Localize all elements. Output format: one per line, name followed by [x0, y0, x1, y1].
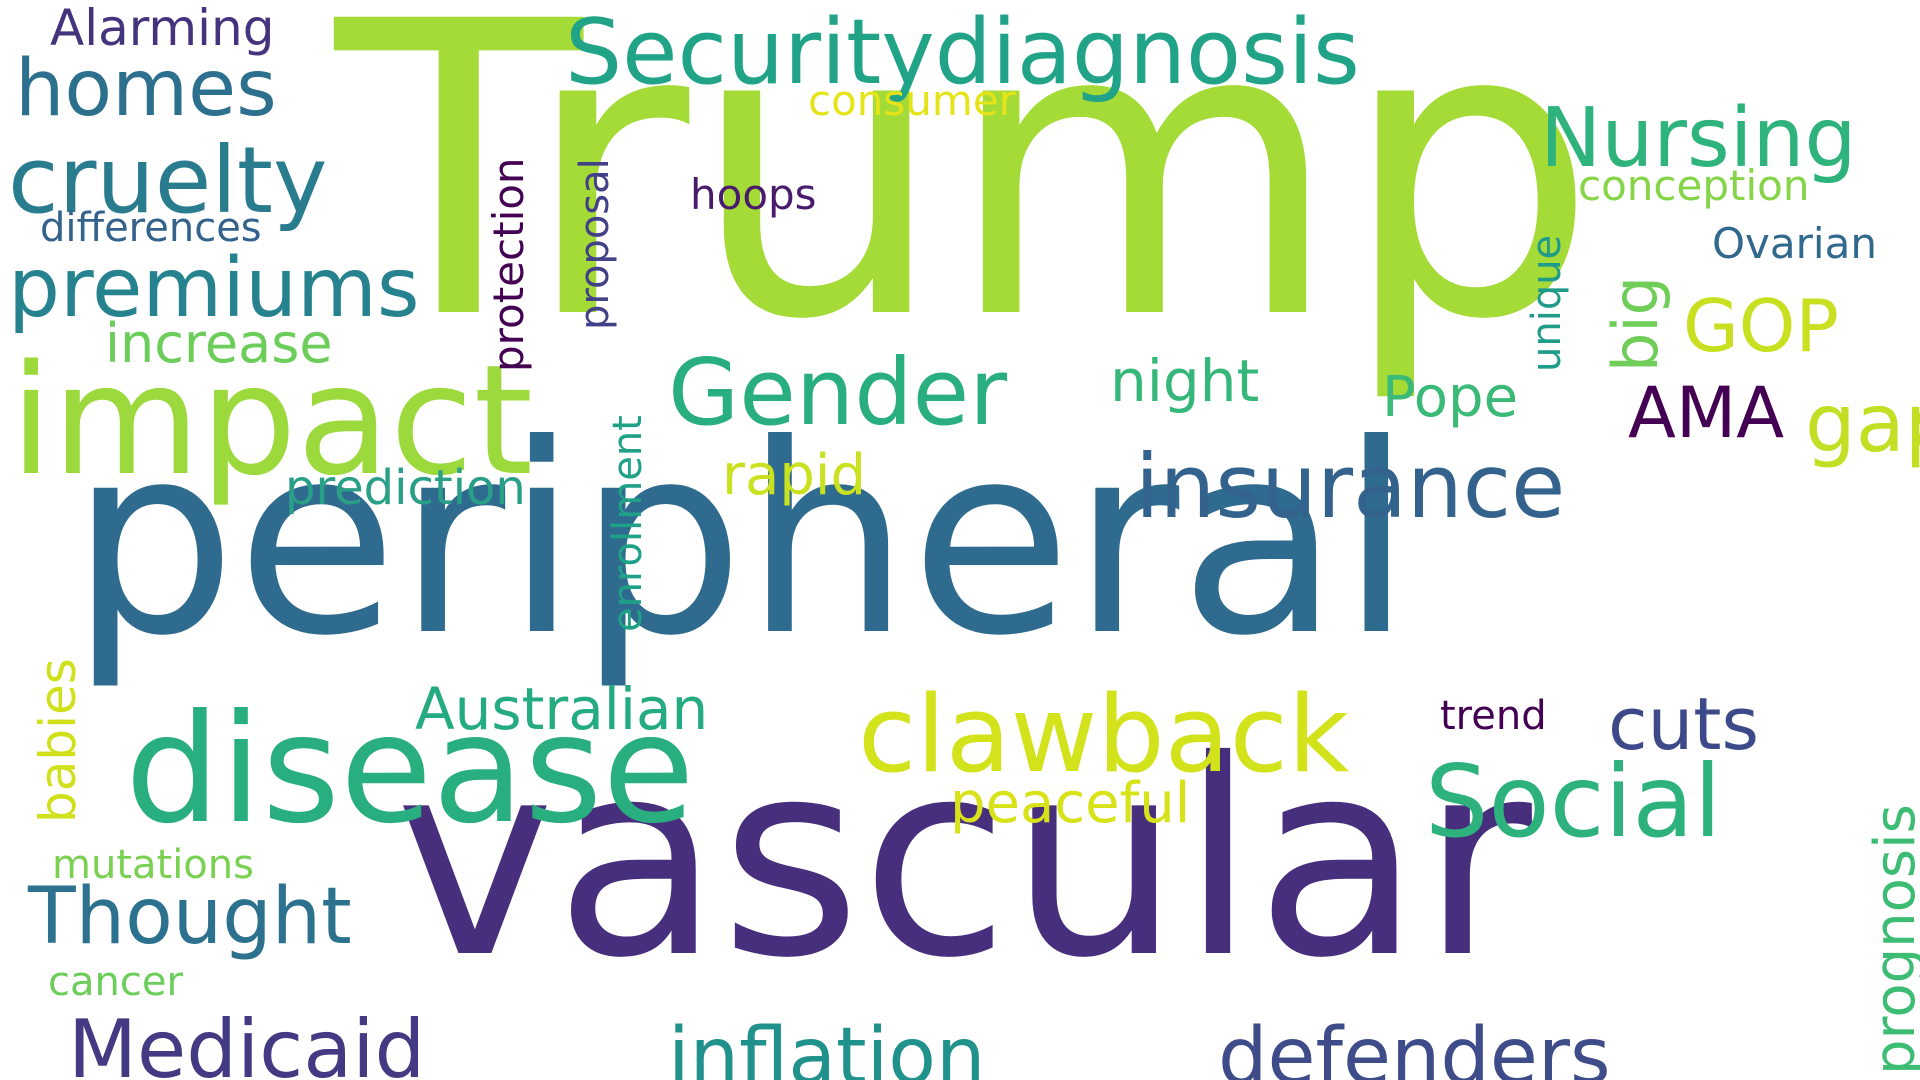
word-peaceful: peaceful	[950, 771, 1191, 836]
word-consumer: consumer	[808, 76, 1016, 125]
word-gaps: gaps	[1805, 377, 1920, 470]
word-ovarian: Ovarian	[1712, 219, 1877, 268]
word-protection: protection	[484, 157, 533, 372]
word-trend: trend	[1440, 693, 1547, 739]
word-inflation: inflation	[668, 1012, 986, 1080]
word-social: Social	[1425, 743, 1722, 860]
word-alarming: Alarming	[50, 0, 275, 57]
word-cancer: cancer	[48, 959, 183, 1005]
word-mutations: mutations	[52, 842, 254, 888]
word-gender: Gender	[668, 339, 1008, 446]
word-conception: conception	[1578, 161, 1810, 210]
word-increase: increase	[105, 312, 333, 375]
word-homes: homes	[15, 44, 277, 134]
word-hoops: hoops	[690, 170, 817, 219]
word-ama: AMA	[1628, 372, 1785, 454]
word-babies: babies	[29, 658, 87, 823]
word-medicaid: Medicaid	[68, 1003, 426, 1080]
word-defenders: defenders	[1218, 1012, 1611, 1080]
word-insurance: insurance	[1135, 435, 1566, 538]
word-vascular: vascular	[395, 702, 1532, 1017]
word-cruelty: cruelty	[8, 127, 328, 234]
word-big: big	[1599, 276, 1672, 372]
word-prediction: prediction	[285, 460, 526, 516]
word-pope: Pope	[1382, 365, 1519, 430]
word-proposal: proposal	[572, 158, 618, 330]
word-disease: disease	[125, 683, 695, 857]
word-enrollment: enrollment	[605, 415, 651, 632]
word-thought: Thought	[28, 872, 352, 962]
word-cuts: cuts	[1608, 682, 1759, 766]
word-night: night	[1110, 347, 1260, 415]
word-clawback: clawback	[858, 673, 1350, 796]
word-australian: Australian	[415, 675, 709, 743]
word-rapid: rapid	[722, 443, 866, 508]
word-gop: GOP	[1683, 284, 1839, 368]
word-securitydiagnosis: Securitydiagnosis	[565, 0, 1360, 105]
word-trump: Trump	[335, 0, 1598, 408]
word-peripheral: peripheral	[70, 388, 1413, 693]
word-impact: impact	[10, 332, 534, 509]
word-differences: differences	[40, 205, 262, 251]
word-unique: unique	[1524, 234, 1570, 372]
word-nursing: Nursing	[1540, 91, 1857, 186]
word-prognosis: prognosis	[1863, 804, 1920, 1075]
word-premiums: premiums	[8, 241, 420, 336]
